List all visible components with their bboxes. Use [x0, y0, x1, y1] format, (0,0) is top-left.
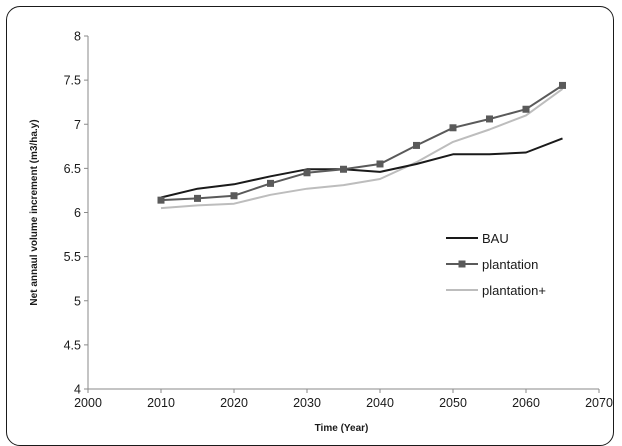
x-tick-label: 2070: [585, 396, 613, 410]
y-tick-label: 4: [74, 383, 81, 397]
series-marker-plantation: [340, 165, 347, 173]
series-marker-plantation: [413, 141, 420, 149]
series-line-plantation-plus: [160, 88, 564, 210]
y-tick-label: 6.5: [64, 162, 81, 176]
x-axis-label: Time (Year): [315, 423, 369, 434]
y-tick-label: 8: [74, 30, 81, 44]
x-tick-label: 2050: [439, 396, 467, 410]
x-tick-label: 2060: [512, 396, 540, 410]
series-marker-plantation: [267, 179, 274, 187]
x-tick-label: 2030: [293, 396, 321, 410]
line-chart: 44.555.566.577.58 2000 2010 2020 2030 2040 20…: [29, 30, 613, 435]
x-tick-label: 2020: [220, 396, 248, 410]
y-tick-label: 5.5: [64, 250, 81, 264]
series-line-plantation: [160, 84, 564, 202]
legend: BAU plantation plantation+: [446, 231, 546, 298]
legend-marker-plantation: [458, 260, 466, 268]
axes: [87, 36, 599, 390]
y-tick-label: 4.5: [64, 338, 81, 352]
chart-frame: [6, 6, 614, 446]
y-tick-label: 7.5: [64, 74, 81, 88]
legend-label-plantation-plus: plantation+: [482, 283, 546, 298]
series-marker-plantation: [376, 160, 384, 168]
series-marker-plantation: [157, 196, 165, 204]
series-marker-plantation: [230, 192, 238, 200]
legend-label-plantation: plantation: [482, 257, 538, 272]
y-tick-label: 5: [74, 294, 81, 308]
x-tick-label: 2040: [366, 396, 394, 410]
series-marker-plantation: [559, 81, 566, 89]
y-tick-label: 6: [74, 206, 81, 220]
series-marker-plantation: [522, 105, 530, 113]
series-marker-plantation: [449, 124, 457, 132]
x-tick-label: 2010: [147, 396, 175, 410]
series-marker-plantation: [486, 115, 493, 123]
series-marker-plantation: [194, 194, 201, 202]
x-tick-label: 2000: [74, 396, 102, 410]
y-tick-labels: 4 4.5 5 5.5 6 6.5 7 7.5 8: [64, 30, 88, 397]
x-tick-labels: 2000 2010 2020 2030 2040 2050 2060 2070: [74, 389, 613, 410]
series-marker-plantation: [303, 169, 311, 177]
y-tick-label: 7: [74, 118, 81, 132]
legend-label-bau: BAU: [482, 231, 509, 246]
y-axis-label: Net annaul volume increment (m3/ha.y): [29, 119, 40, 305]
series-group: [157, 81, 566, 210]
series-line-bau: [160, 137, 563, 199]
